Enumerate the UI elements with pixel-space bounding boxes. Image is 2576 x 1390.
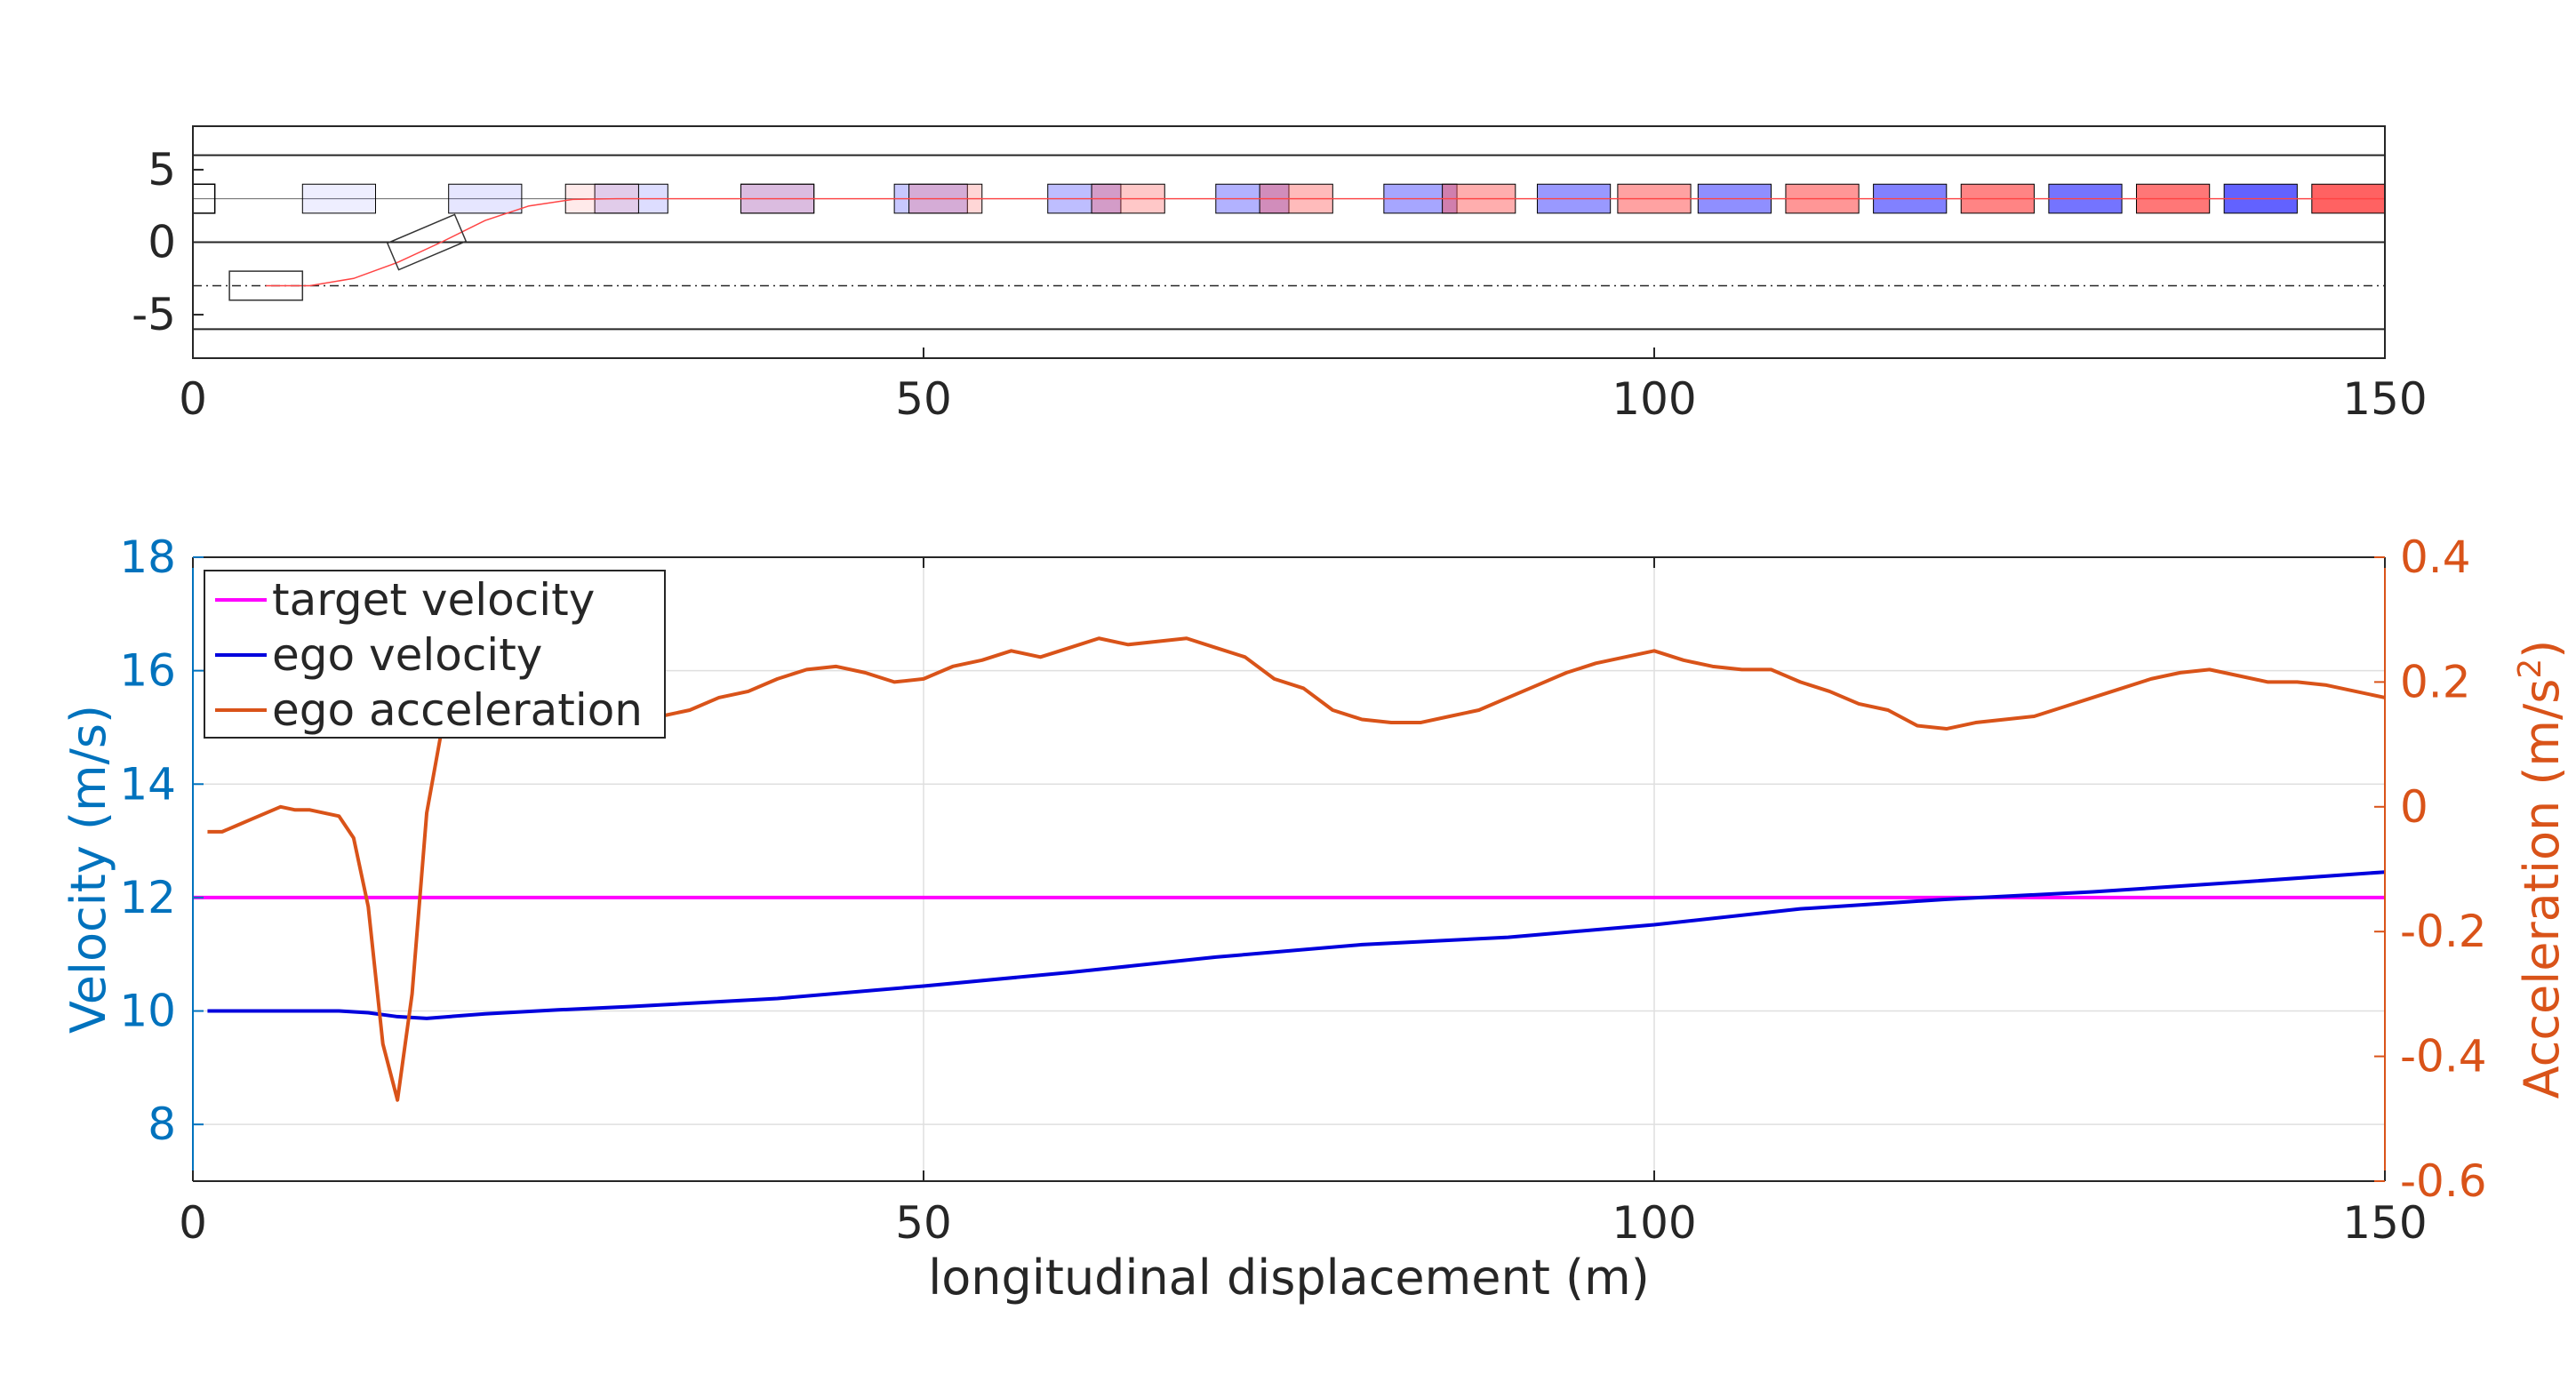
legend-box: [204, 570, 666, 739]
ego-acceleration-line: [207, 636, 2385, 1102]
right-y-axis-label-main: Acceleration (m/s: [2514, 679, 2570, 1099]
x-axis-label: longitudinal displacement (m): [928, 1250, 1650, 1306]
trajectory-x-ticks: 0 50 100 150: [179, 348, 2428, 425]
legend: target velocity ego velocity ego acceler…: [204, 570, 666, 739]
velocity-series: [193, 636, 2385, 1102]
ego-vehicle-outline-0: [228, 270, 304, 301]
left-y-tick-label-3: 14: [119, 758, 176, 810]
right-y-tick-label-1: -0.4: [2400, 1031, 2487, 1082]
right-y-axis-label-close: ): [2514, 640, 2570, 659]
left-y-tick-label-1: 10: [119, 986, 176, 1037]
velocity-x-tick-label-1: 50: [895, 1197, 952, 1249]
blue-vehicle-0: [301, 183, 376, 214]
right-y-axis-label-exponent: 2: [2512, 659, 2548, 679]
trajectory-x-tick-label-0: 0: [179, 373, 207, 425]
left-y-axis-label: Velocity (m/s): [60, 705, 116, 1034]
legend-label-ego-velocity: ego velocity: [272, 629, 542, 681]
right-y-tick-label-3: 0: [2400, 781, 2428, 833]
trajectory-x-tick-label-2: 100: [1612, 373, 1696, 425]
right-y-tick-label-2: -0.2: [2400, 906, 2487, 957]
velocity-x-tick-label-3: 150: [2342, 1197, 2427, 1249]
blue-vehicle-1: [448, 183, 523, 214]
velocity-axes: [192, 556, 2386, 1182]
trajectory-panel: 0 50 100 150 -505: [132, 125, 2428, 425]
right-y-axis-label: Acceleration (m/s2): [2512, 640, 2570, 1099]
ego-vehicle-outline-1: [386, 213, 468, 271]
trajectory-y-ticks: -5 0 5: [132, 144, 204, 340]
ego-reference-path: [266, 197, 2385, 287]
left-y-tick-label-4: 16: [119, 645, 176, 697]
legend-label-target-velocity: target velocity: [272, 574, 595, 626]
velocity-left-y-ticks: 8 10 12 14 16 18: [119, 531, 204, 1150]
edge-vehicle: [193, 183, 216, 214]
left-y-tick-label-0: 8: [148, 1098, 176, 1150]
trajectory-y-tick-label-0: -5: [132, 289, 176, 340]
right-y-tick-label-0: -0.6: [2400, 1155, 2487, 1207]
velocity-x-ticks: 0 50 100 150: [179, 557, 2428, 1249]
trajectory-y-tick-label-1: 0: [148, 217, 176, 268]
velocity-panel: 0 50 100 150 8 10 12 14 16 18 -0.6 -0.4 -0.2 0 0.2 0.…: [60, 531, 2570, 1306]
ego-path-group: [228, 197, 2385, 301]
right-y-tick-label-4: 0.2: [2400, 656, 2471, 707]
trajectory-x-tick-label-3: 150: [2342, 373, 2427, 425]
velocity-right-y-ticks: -0.6 -0.4 -0.2 0 0.2 0.4: [2374, 531, 2487, 1207]
left-y-tick-label-5: 18: [119, 531, 176, 583]
velocity-x-tick-label-2: 100: [1612, 1197, 1696, 1249]
lane-markings: [193, 154, 2385, 331]
velocity-x-tick-label-0: 0: [179, 1197, 207, 1249]
left-y-tick-label-2: 12: [119, 872, 176, 923]
trajectory-y-tick-label-2: 5: [148, 144, 176, 196]
legend-label-ego-acceleration: ego acceleration: [272, 684, 643, 736]
trajectory-x-tick-label-1: 50: [895, 373, 952, 425]
right-y-tick-label-5: 0.4: [2400, 531, 2471, 583]
